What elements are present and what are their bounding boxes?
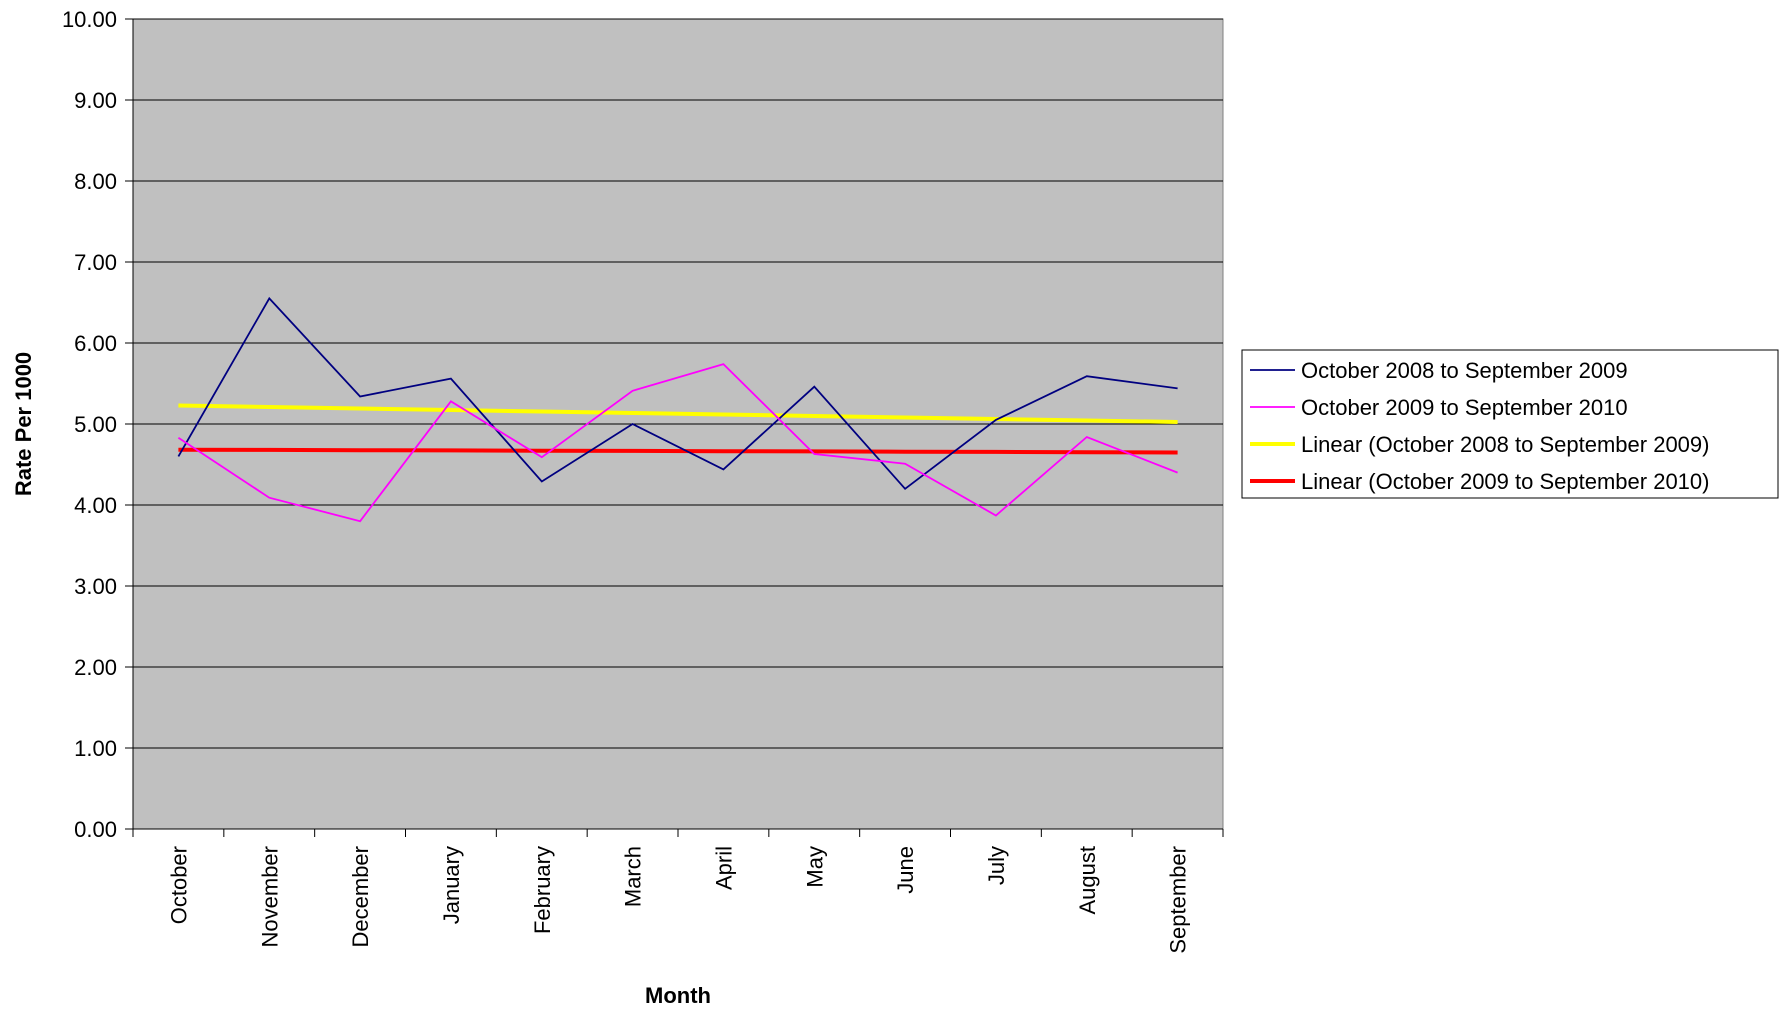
gridlines: [133, 18, 1223, 749]
y-tick-label: 2.00: [74, 655, 117, 680]
x-tick-label: June: [893, 846, 918, 894]
x-tick-label: August: [1075, 846, 1100, 915]
x-tick-label: February: [530, 846, 555, 934]
trendline-1: [178, 403, 1178, 424]
x-tick-label: January: [439, 846, 464, 924]
y-tick-label: 7.00: [74, 250, 117, 275]
y-tick-label: 0.00: [74, 817, 117, 842]
y-tick-label: 8.00: [74, 169, 117, 194]
axes: 0.00 1.00 2.00 3.00 4.00 5.00 6.00 7.00 8.00 9.00…: [62, 7, 1224, 954]
series-lines: [177, 296, 1178, 523]
x-tick-label: April: [711, 846, 736, 890]
y-tick-label: 6.00: [74, 331, 117, 356]
x-tick-label: October: [166, 846, 191, 924]
y-axis-title: Rate Per 1000: [11, 352, 36, 496]
series-line-1: [177, 296, 1178, 491]
trendline-2: [178, 447, 1178, 455]
y-tick-label: 5.00: [74, 412, 117, 437]
y-tick-label: 9.00: [74, 88, 117, 113]
y-tick-label: 3.00: [74, 574, 117, 599]
legend: October 2008 to September 2009 October 20…: [1241, 349, 1779, 499]
legend-label: Linear (October 2009 to September 2010): [1301, 469, 1709, 494]
x-tick-label: July: [984, 846, 1009, 885]
legend-label: October 2008 to September 2009: [1301, 358, 1628, 383]
x-axis-title: Month: [645, 983, 711, 1008]
x-tick-label: May: [802, 846, 827, 888]
x-tick-label: December: [348, 846, 373, 947]
legend-box: [1241, 349, 1779, 499]
x-tick-label: March: [621, 846, 646, 907]
y-tick-label: 4.00: [74, 493, 117, 518]
x-tick-label: November: [257, 846, 282, 947]
y-tick-label: 10.00: [62, 7, 117, 32]
legend-label: October 2009 to September 2010: [1301, 395, 1628, 420]
series-line-2: [177, 363, 1178, 523]
legend-label: Linear (October 2008 to September 2009): [1301, 432, 1709, 457]
x-tick-label: September: [1166, 846, 1191, 954]
y-tick-label: 1.00: [74, 736, 117, 761]
